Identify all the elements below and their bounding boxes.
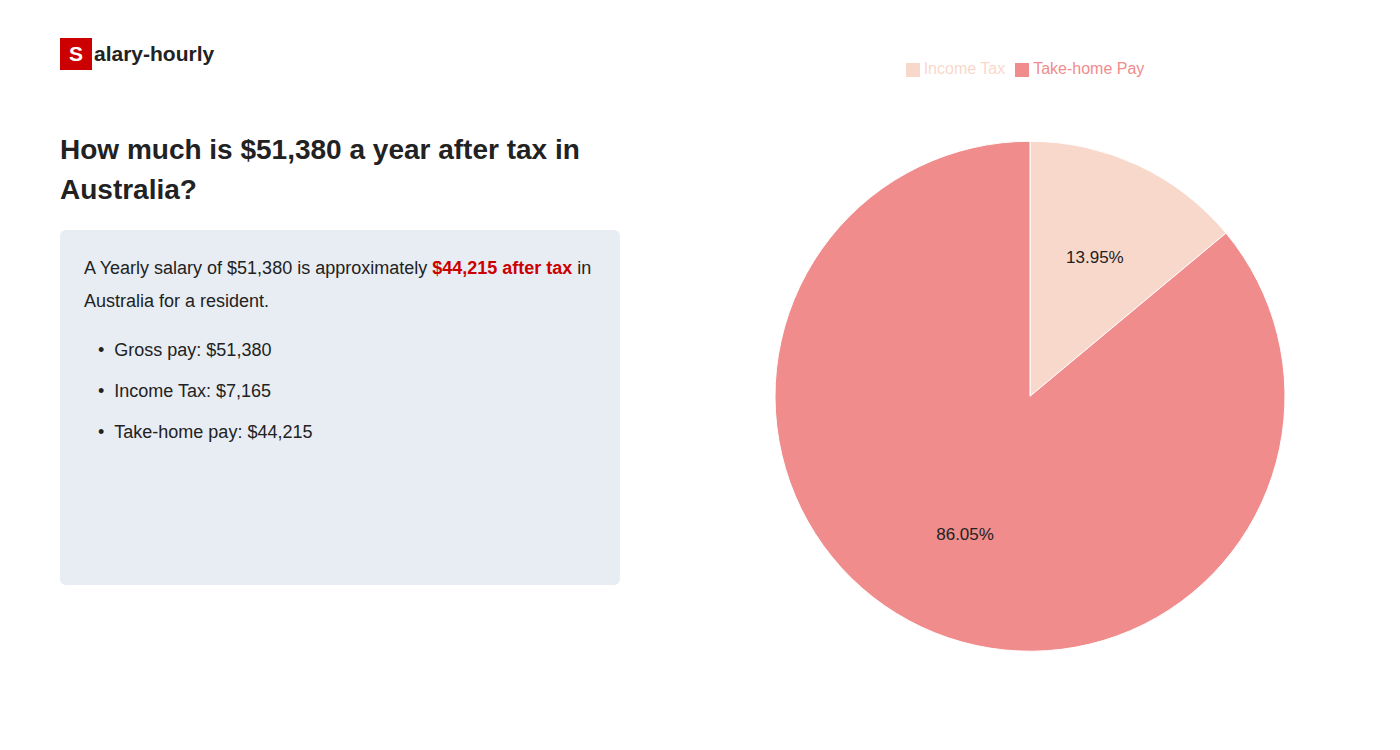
html-text:Take-home pay: $44,215: Take-home pay: $44,215 (114, 422, 313, 442)
html-text:Australia for a resident.: Australia for a resident. (84, 291, 270, 311)
html-text:S: S (69, 42, 83, 65)
html-text:alary-hourly: alary-hourly (94, 42, 215, 65)
html-text:Income Tax: Income Tax (923, 60, 1006, 77)
svg-text:13.95%: 13.95% (1066, 248, 1124, 267)
html-text:Income Tax: $7,165: Income Tax: $7,165 (114, 381, 272, 401)
html-text:How much is $51,380 a year aft: How much is $51,380 a year after tax in (60, 134, 580, 165)
html-text:Australia?: Australia? (60, 174, 197, 205)
html-text:Take-home Pay: Take-home Pay (1033, 60, 1145, 77)
svg-text:86.05%: 86.05% (936, 525, 994, 544)
html-text:A Yearly salary of $51,380 is: A Yearly salary of $51,380 is approximat… (84, 258, 592, 278)
html-text:Gross pay: $51,380: Gross pay: $51,380 (114, 340, 272, 360)
